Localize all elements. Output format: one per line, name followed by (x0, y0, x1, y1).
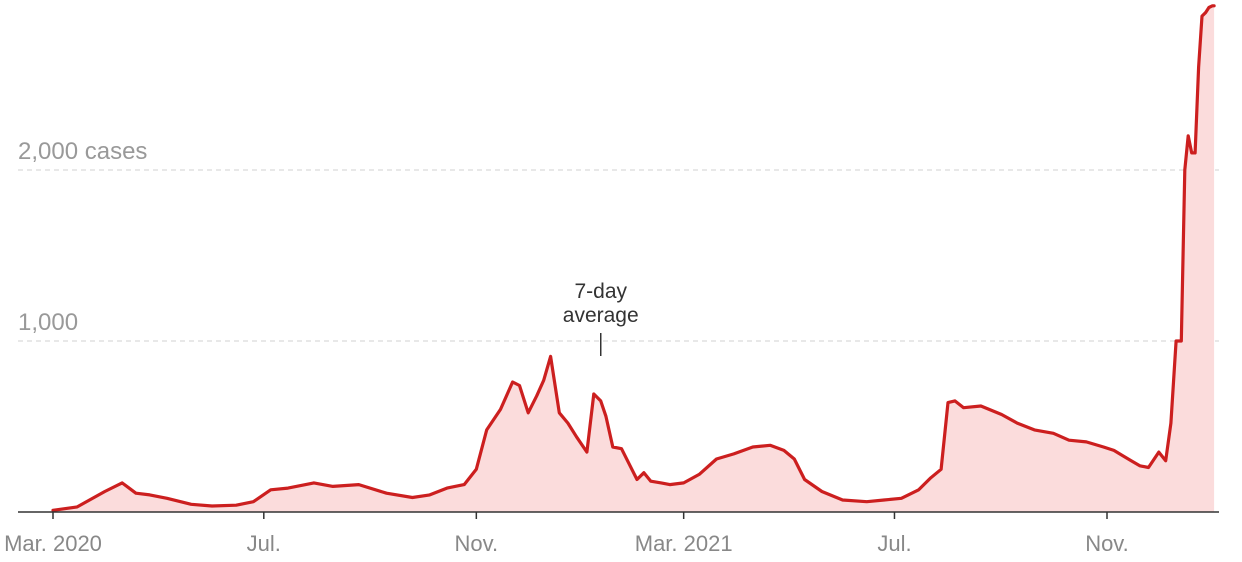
x-tick-label-0: Mar. 2020 (4, 531, 102, 556)
x-tick-label-4: Jul. (877, 531, 911, 556)
area-layer (53, 5, 1215, 513)
x-tick-label-2: Nov. (455, 531, 499, 556)
x-tick-label-5: Nov. (1085, 531, 1129, 556)
x-axis (18, 511, 1219, 519)
gridlines (18, 169, 1219, 342)
area-fill (53, 5, 1215, 513)
line-layer (51, 4, 1216, 512)
annotation-label-line1: 7-day (574, 280, 627, 303)
y-tick-label-0: 1,000 (18, 309, 78, 336)
series-line (51, 4, 1216, 512)
labels: 1,000 2,000 cases Mar. 2020 Jul. Nov. Mar. 20… (4, 138, 1129, 556)
x-tick-label-1: Jul. (247, 531, 281, 556)
x-tick-label-3: Mar. 2021 (635, 531, 733, 556)
annotation-label-line2: average (563, 304, 639, 327)
y-tick-label-1: 2,000 cases (18, 138, 147, 165)
